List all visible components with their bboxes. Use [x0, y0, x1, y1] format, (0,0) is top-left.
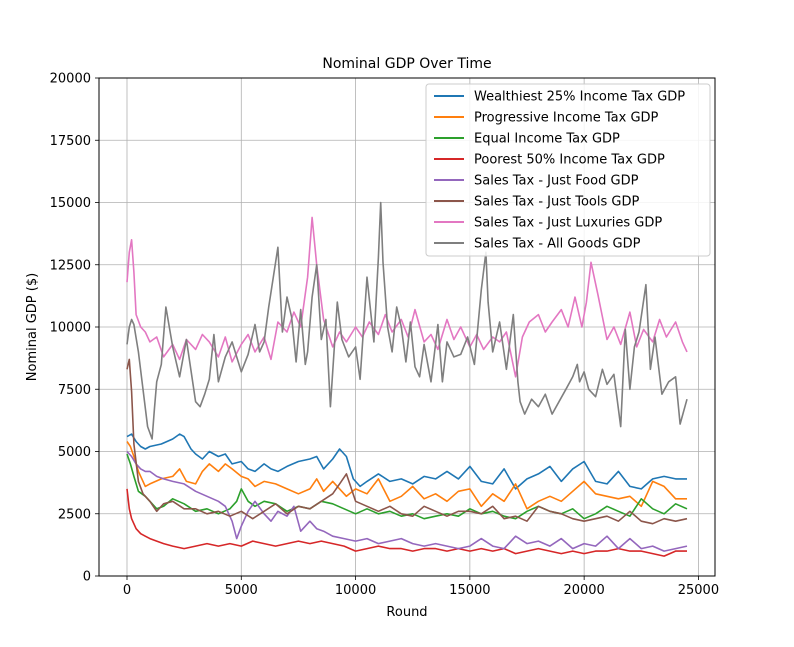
series-line-3 — [126, 453, 688, 520]
legend-label: Equal Income Tax GDP — [474, 132, 620, 147]
y-tick-label: 2500 — [58, 507, 91, 522]
y-tick-label: 7500 — [58, 383, 91, 398]
series-line-7 — [126, 216, 688, 378]
x-axis-label: Round — [386, 605, 427, 620]
y-axis-label: Nominal GDP ($) — [25, 273, 40, 381]
x-tick-label: 20000 — [563, 583, 604, 598]
series-line-5 — [126, 450, 688, 552]
series-line-6 — [126, 358, 688, 525]
y-tick-label: 20000 — [50, 72, 91, 87]
legend-label: Progressive Income Tax GDP — [474, 111, 659, 126]
legend-label: Sales Tax - Just Tools GDP — [474, 195, 639, 210]
x-tick-label: 10000 — [335, 583, 376, 598]
y-tick-label: 15000 — [50, 196, 91, 211]
series-line-2 — [126, 441, 687, 510]
legend-box — [425, 83, 711, 257]
x-tick-label: 25000 — [678, 583, 719, 598]
y-tick-label: 17500 — [50, 134, 91, 149]
legend-label: Poorest 50% Income Tax GDP — [474, 153, 665, 168]
series-line-1 — [126, 433, 687, 490]
legend-label: Wealthiest 25% Income Tax GDP — [474, 90, 685, 105]
x-tick-label: 15000 — [449, 583, 490, 598]
y-tick-label: 12500 — [50, 258, 91, 273]
y-tick-label: 5000 — [58, 445, 91, 460]
y-tick-label: 0 — [83, 570, 91, 585]
legend-label: Sales Tax - Just Food GDP — [474, 174, 639, 189]
data-series — [126, 201, 688, 557]
series-line-4 — [126, 488, 687, 557]
chart-title: Nominal GDP Over Time — [322, 56, 491, 72]
legend-label: Sales Tax - Just Luxuries GDP — [474, 216, 662, 231]
x-tick-label: 0 — [123, 583, 131, 598]
x-tick-label: 5000 — [225, 583, 258, 598]
legend: Wealthiest 25% Income Tax GDP Progressive… — [425, 83, 711, 257]
axis-ticks: 0 5000 10000 15000 20000 25000 0 2500 5000 7500 10… — [50, 72, 719, 599]
legend-label: Sales Tax - All Goods GDP — [474, 237, 641, 252]
y-tick-label: 10000 — [50, 321, 91, 336]
series-line-8 — [126, 201, 688, 440]
